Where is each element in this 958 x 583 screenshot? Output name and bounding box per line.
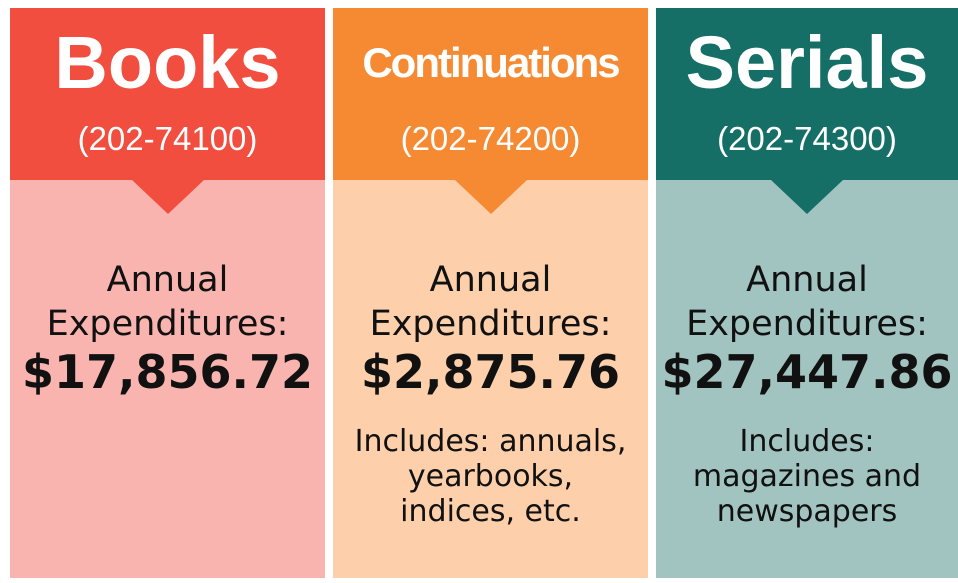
expenditure-amount: $2,875.76 — [361, 345, 620, 399]
note-line: Includes: — [739, 424, 875, 459]
card-body: Annual Expenditures: $27,447.86 Includes: ma… — [656, 258, 958, 529]
card-note: Includes: magazines and newspapers — [656, 424, 958, 529]
note-line: Includes: annuals, — [354, 424, 627, 459]
expenditure-label: Annual — [429, 260, 552, 300]
card-header: Continuations (202-74200) — [333, 8, 648, 180]
card: Continuations (202-74200) Annual Expenditur… — [333, 8, 648, 578]
card: Serials (202-74300) Annual Expenditures: $27… — [656, 8, 958, 578]
card-body: Annual Expenditures: $17,856.72 — [10, 258, 325, 398]
card: Books (202-74100) Annual Expenditures: $17,8… — [10, 8, 325, 578]
header-arrow — [454, 180, 527, 214]
note-line: magazines and — [692, 459, 922, 494]
note-line: yearbooks, — [407, 459, 574, 494]
expenditure-amount: $17,856.72 — [21, 345, 313, 399]
expenditure-label: Annual — [106, 260, 229, 300]
card-title: Continuations — [362, 39, 620, 86]
note-line: indices, etc. — [400, 494, 581, 529]
card-header: Serials (202-74300) — [656, 8, 958, 180]
card-title: Serials — [685, 21, 929, 104]
card-code: (202-74300) — [717, 120, 897, 157]
card-title: Books — [54, 21, 281, 104]
card-body: Annual Expenditures: $2,875.76 Includes: an… — [333, 258, 648, 529]
card-header: Books (202-74100) — [10, 8, 325, 180]
note-line: newspapers — [716, 494, 898, 529]
expenditure-label: Expenditures: — [46, 304, 289, 344]
expenditure-amount: $27,447.86 — [661, 345, 953, 399]
card-code: (202-74100) — [77, 120, 258, 157]
card-note: Includes: annuals, yearbooks, indices, etc… — [333, 424, 648, 529]
expenditure-label: Annual — [746, 260, 868, 300]
expenditure-label: Expenditures: — [369, 304, 612, 344]
card-code: (202-74200) — [400, 120, 581, 157]
expenditure-label: Expenditures: — [686, 304, 928, 344]
header-arrow — [131, 180, 204, 214]
header-arrow — [771, 180, 843, 214]
